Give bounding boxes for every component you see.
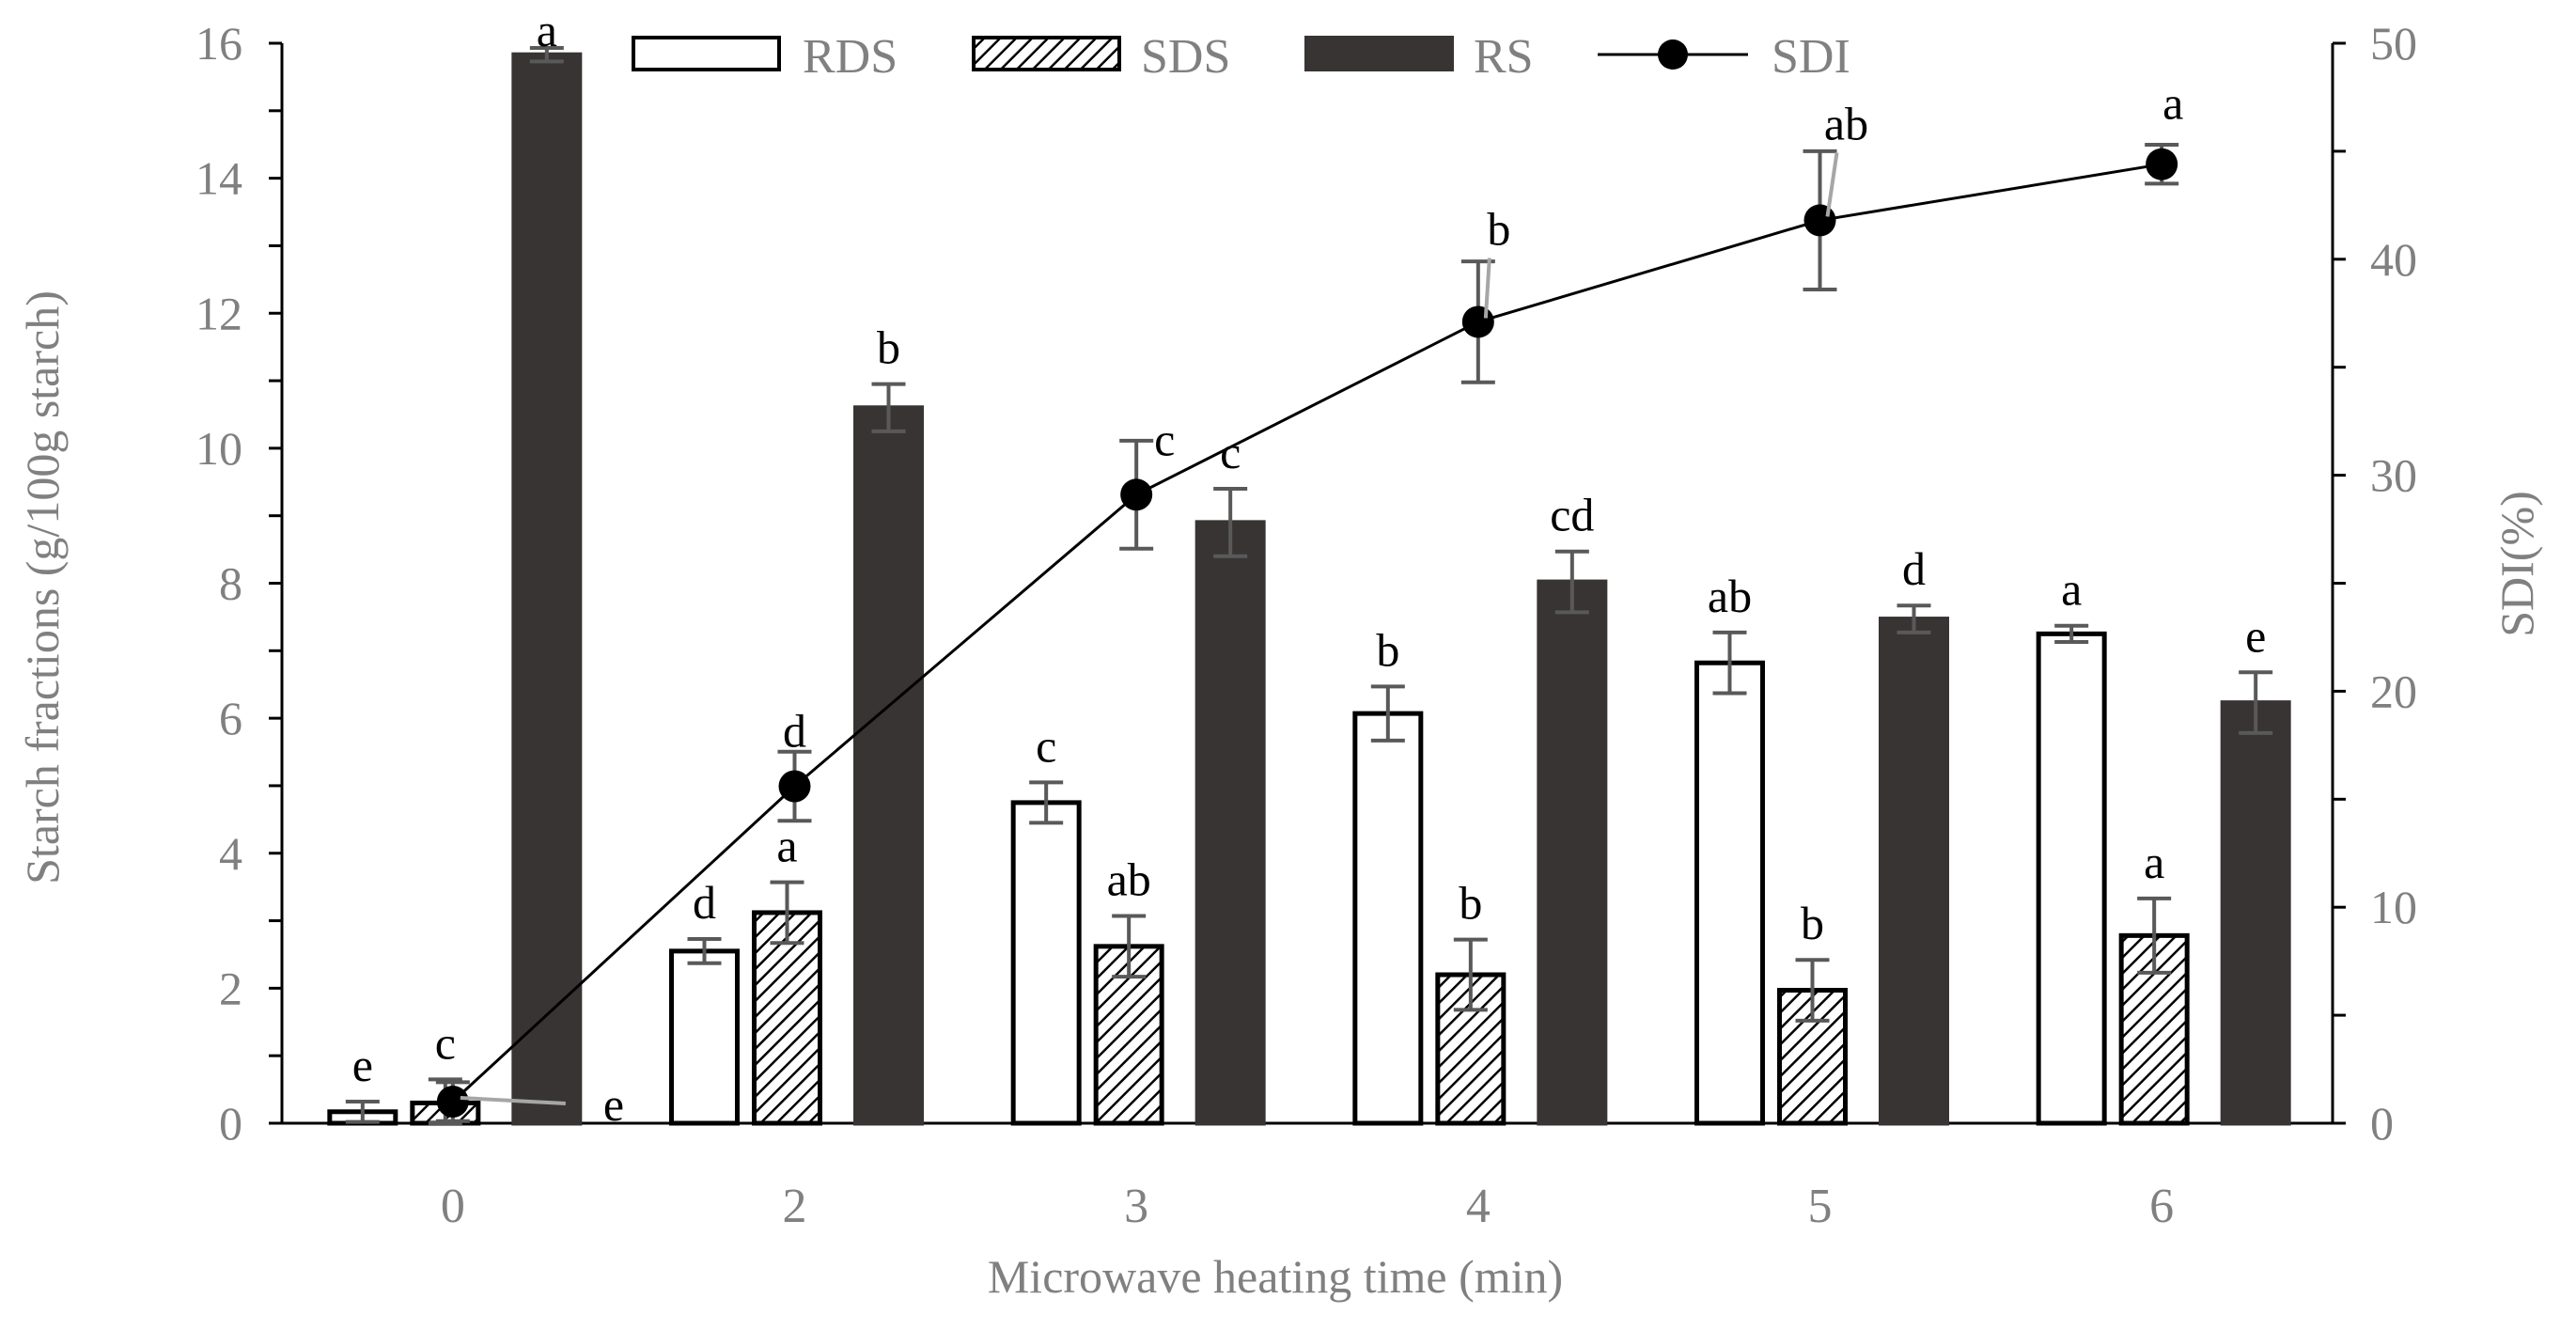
bar-label-rds: c xyxy=(1036,719,1056,772)
legend-swatch-rds xyxy=(632,36,781,71)
bar-rs xyxy=(2220,700,2291,1126)
x-tick-label: 6 xyxy=(2149,1180,2174,1233)
y-tick-label: 4 xyxy=(219,827,242,880)
x-tick-label: 4 xyxy=(1466,1180,1491,1233)
bar-label-sds: b xyxy=(1459,877,1482,930)
plot-area: 0 2 4 6 8 10 12 14 16 0 10 20 30 40 50 0 2 3 4 5 6 xyxy=(195,17,2417,1233)
x-tick-label: 5 xyxy=(1808,1180,1833,1233)
y2-tick-label: 50 xyxy=(2370,17,2417,70)
bar-rs xyxy=(1537,579,1608,1126)
x-tick-label: 2 xyxy=(783,1180,807,1233)
legend-label-sds: SDS xyxy=(1141,30,1230,84)
y2-tick-label: 20 xyxy=(2370,665,2417,717)
bar-label-rs: c xyxy=(1220,426,1241,478)
legend: RDS SDS RS SDI xyxy=(632,30,1850,84)
x-axis-title: Microwave heating time (min) xyxy=(988,1250,1563,1303)
bar-label-rs: cd xyxy=(1550,489,1594,541)
bar-label-rds: e xyxy=(352,1039,373,1091)
bar-label-rds: d xyxy=(693,876,716,929)
sdi-label-leader xyxy=(1483,258,1491,319)
y-tick-label: 2 xyxy=(219,962,242,1014)
y-tick-label: 16 xyxy=(195,17,242,70)
bar-rs xyxy=(1879,617,1949,1126)
bar-sds xyxy=(752,910,822,1126)
bar-label-sds: b xyxy=(1801,897,1824,949)
legend-swatch-rs xyxy=(1304,36,1454,71)
legend-swatch-sds xyxy=(972,36,1121,71)
y2-tick-label: 40 xyxy=(2370,233,2417,286)
bar-rds xyxy=(1352,711,1424,1126)
y2-tick-label: 10 xyxy=(2370,881,2417,933)
y2-tick-label: 30 xyxy=(2370,449,2417,502)
sdi-marker xyxy=(1461,305,1494,338)
legend-label-rds: RDS xyxy=(803,30,898,84)
bar-label-rs: e xyxy=(2245,609,2266,662)
sdi-label-leader xyxy=(460,1096,566,1106)
legend-label-sdi: SDI xyxy=(1772,30,1850,84)
bar-sds xyxy=(2118,932,2190,1126)
bar-label-sds: c xyxy=(435,1016,456,1069)
sdi-label: ab xyxy=(1824,97,1868,149)
bar-label-sds: ab xyxy=(1107,853,1151,906)
y-tick-label: 8 xyxy=(219,557,242,610)
y-tick-label: 14 xyxy=(195,152,242,205)
sdi-marker xyxy=(2146,148,2178,180)
bar-rds xyxy=(669,948,740,1126)
sdi-marker xyxy=(1803,204,1836,237)
y2-axis-title: SDI(%) xyxy=(2490,491,2543,637)
bar-label-sds: a xyxy=(2144,836,2164,888)
sdi-marker xyxy=(436,1086,469,1119)
sdi-label: a xyxy=(2162,77,2183,130)
sdi-line xyxy=(451,163,2162,1103)
bar-rs xyxy=(853,405,924,1126)
bar-rs xyxy=(511,52,583,1126)
y-tick-label: 6 xyxy=(219,692,242,744)
legend-marker-sdi xyxy=(1658,39,1688,70)
bar-label-sds: a xyxy=(776,820,797,872)
sdi-label: b xyxy=(1487,202,1510,255)
bar-rds xyxy=(2036,631,2107,1126)
bar-rds xyxy=(1010,800,1082,1126)
bar-rs xyxy=(1194,520,1266,1126)
sdi-label: d xyxy=(783,705,806,758)
sdi-marker xyxy=(1120,478,1153,511)
x-tick-label: 3 xyxy=(1124,1180,1148,1233)
legend-label-rs: RS xyxy=(1474,30,1534,84)
bar-label-rs: d xyxy=(1902,542,1926,595)
bar-label-rds: ab xyxy=(1708,570,1752,622)
sdi-label-leader xyxy=(1825,152,1839,217)
y2-tick-label: 0 xyxy=(2370,1097,2394,1150)
sdi-marker xyxy=(778,770,811,803)
bar-label-rds: a xyxy=(2061,563,2082,616)
bar-label-rs: b xyxy=(877,321,900,374)
sdi-label: c xyxy=(1154,413,1175,465)
bar-rds xyxy=(1694,660,1765,1126)
y-tick-label: 10 xyxy=(195,422,242,475)
bar-label-rs: a xyxy=(537,4,557,56)
y-axis-title: Starch fractions (g/100g starch) xyxy=(16,290,69,884)
x-tick-label: 0 xyxy=(441,1180,465,1233)
sdi-label: e xyxy=(603,1078,624,1131)
bar-label-rds: b xyxy=(1376,623,1399,676)
y-tick-label: 0 xyxy=(219,1097,242,1150)
y-tick-label: 12 xyxy=(195,287,242,339)
